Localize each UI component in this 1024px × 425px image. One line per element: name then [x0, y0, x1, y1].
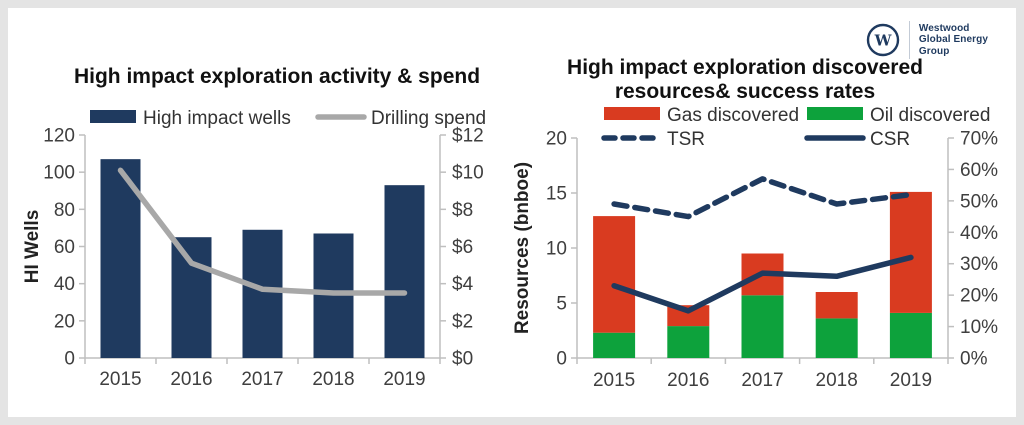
bar-oil-discovered-2018	[815, 318, 858, 358]
left-axis-tick-label: 10	[546, 239, 567, 260]
left-axis-tick-label: 0	[556, 349, 567, 370]
left-axis-tick-label: 60	[54, 237, 75, 258]
legend-label-gas-discovered: Gas discovered	[667, 105, 799, 126]
bar-high-impact-wells-2017	[242, 229, 283, 358]
bar-gas-discovered-2015	[593, 216, 636, 333]
chart-discovered-resources-success-rates: High impact exploration discovered resour…	[512, 48, 1012, 407]
right-axis-tick-label: 10%	[960, 317, 998, 338]
bar-oil-discovered-2017	[741, 295, 784, 358]
logo-line-2: Global Energy	[918, 34, 988, 46]
legend-label-tsr: TSR	[667, 129, 705, 150]
logo-line-3: Group	[918, 45, 950, 57]
logo-wordmark: Westwood Global Energy Group	[919, 23, 988, 58]
x-axis-label: 2018	[312, 369, 354, 390]
x-axis-label: 2015	[593, 370, 635, 391]
y-axis-title: Resources (bnboe)	[512, 162, 533, 334]
y-axis-title: HI Wells	[22, 210, 43, 284]
left-axis-tick-label: 80	[54, 200, 75, 221]
right-axis-tick-label: $6	[452, 237, 473, 258]
chart-activity-and-spend: High impact exploration activity & spend…	[20, 55, 506, 407]
bar-high-impact-wells-2016	[171, 237, 212, 358]
x-axis-label: 2015	[99, 369, 141, 390]
left-axis-tick-label: 5	[556, 294, 567, 315]
bar-oil-discovered-2015	[593, 332, 636, 358]
bar-oil-discovered-2016	[667, 326, 710, 358]
chart-canvas: High impact exploration discoveredresour…	[512, 56, 998, 391]
left-axis-tick-label: 20	[54, 311, 75, 332]
left-axis-tick-label: 120	[43, 126, 75, 147]
x-axis-label: 2017	[741, 370, 783, 391]
right-axis-tick-label: 60%	[960, 160, 998, 181]
logo-monogram-letter: W	[873, 32, 892, 50]
left-axis-tick-label: 40	[54, 274, 75, 295]
westwood-monogram-icon: W	[866, 23, 900, 57]
legend-swatch-gas-discovered	[604, 107, 660, 120]
x-axis-label: 2016	[667, 370, 709, 391]
left-axis-tick-label: 100	[43, 163, 75, 184]
x-axis-label: 2019	[383, 369, 425, 390]
legend-label-drilling-spend: Drilling spend	[371, 108, 486, 129]
left-axis-tick-label: 20	[546, 129, 567, 150]
bar-high-impact-wells-2018	[313, 233, 354, 358]
logo-divider	[908, 21, 910, 59]
logo-line-1: Westwood	[918, 22, 970, 34]
legend-label-high-impact-wells: High impact wells	[143, 108, 291, 129]
legend-swatch-oil-discovered	[807, 107, 863, 120]
x-axis-label: 2018	[816, 370, 858, 391]
right-axis-tick-label: 0%	[960, 349, 988, 370]
x-axis-label: 2017	[241, 369, 283, 390]
bar-oil-discovered-2019	[889, 312, 932, 358]
legend-label-oil-discovered: Oil discovered	[870, 105, 990, 126]
x-axis-label: 2019	[890, 370, 932, 391]
right-axis-tick-label: 20%	[960, 286, 998, 307]
right-axis-tick-label: $2	[452, 311, 473, 332]
bar-gas-discovered-2019	[889, 191, 932, 313]
right-axis-tick-label: $12	[452, 126, 484, 147]
right-axis-tick-label: $0	[452, 349, 473, 370]
chart-title: High impact exploration discovered	[567, 56, 923, 79]
chart-title: High impact exploration activity & spend	[74, 65, 480, 88]
line-drilling-spend	[117, 167, 408, 296]
westwood-logo: W Westwood Global Energy Group	[866, 14, 988, 66]
left-axis-tick-label: 0	[64, 349, 75, 370]
chart-title: resources& success rates	[615, 80, 875, 103]
bar-gas-discovered-2018	[815, 292, 858, 319]
report-card: W Westwood Global Energy Group High impa…	[8, 8, 1016, 417]
legend-swatch-high-impact-wells	[90, 110, 136, 123]
legend-label-csr: CSR	[870, 129, 910, 150]
line-tsr	[611, 176, 914, 220]
left-axis-tick-label: 15	[546, 184, 567, 205]
bar-gas-discovered-2016	[667, 305, 710, 327]
right-axis-tick-label: $10	[452, 163, 484, 184]
line-csr	[611, 254, 914, 314]
right-axis-tick-label: 30%	[960, 254, 998, 275]
bar-high-impact-wells-2019	[384, 185, 425, 358]
right-axis-tick-label: $8	[452, 200, 473, 221]
right-axis-tick-label: $4	[452, 274, 474, 295]
right-axis-tick-label: 50%	[960, 191, 998, 212]
chart-canvas: High impact exploration activity & spend…	[22, 65, 486, 390]
x-axis-label: 2016	[170, 369, 212, 390]
bar-high-impact-wells-2015	[100, 159, 141, 358]
right-axis-tick-label: 70%	[960, 129, 998, 150]
right-axis-tick-label: 40%	[960, 223, 998, 244]
